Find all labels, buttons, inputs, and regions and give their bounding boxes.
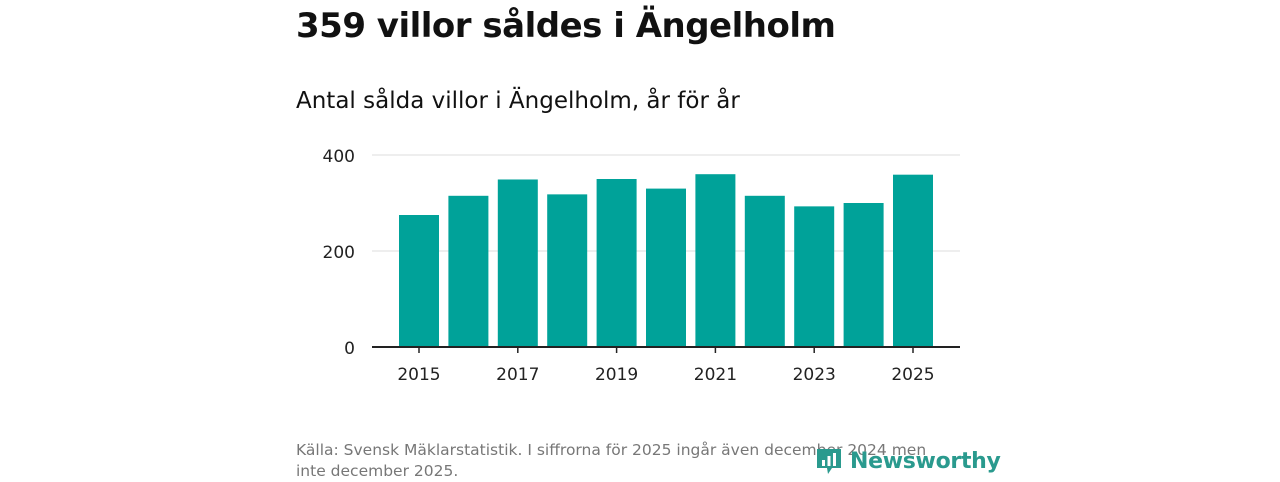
newsworthy-logo[interactable]: Newsworthy bbox=[814, 446, 1001, 476]
bar-2019 bbox=[596, 179, 637, 347]
x-tick-label-2015: 2015 bbox=[397, 365, 440, 385]
bar-chart: 0 200 400 2015 2017 2019 2021 2023 2025 bbox=[323, 147, 960, 385]
bar-2022 bbox=[744, 195, 785, 347]
bar-2016 bbox=[448, 195, 489, 347]
bar-2024 bbox=[843, 203, 884, 347]
bar-2015 bbox=[399, 215, 439, 347]
x-tick-label-2017: 2017 bbox=[496, 365, 539, 385]
bar-2018 bbox=[547, 194, 588, 347]
bar-2025 bbox=[893, 174, 933, 347]
source-note: Källa: Svensk Mäklarstatistik. I siffror… bbox=[296, 441, 927, 480]
bar-2020 bbox=[646, 188, 686, 347]
y-tick-label-0: 0 bbox=[344, 339, 355, 359]
newsworthy-logo-icon bbox=[817, 449, 841, 474]
y-tick-label-400: 400 bbox=[323, 147, 355, 167]
bar-2021 bbox=[695, 174, 736, 347]
bar-2017 bbox=[497, 179, 538, 347]
y-tick-label-200: 200 bbox=[323, 243, 355, 263]
chart-subtitle: Antal sålda villor i Ängelholm, år för å… bbox=[296, 88, 740, 114]
x-tick-label-2019: 2019 bbox=[595, 365, 638, 385]
bar-2023 bbox=[794, 206, 835, 347]
x-tick-label-2023: 2023 bbox=[793, 365, 836, 385]
logo-text: Newsworthy bbox=[850, 448, 1001, 474]
x-tick-label-2021: 2021 bbox=[694, 365, 737, 385]
x-tick-label-2025: 2025 bbox=[891, 365, 934, 385]
chart-title: 359 villor såldes i Ängelholm bbox=[296, 6, 836, 46]
